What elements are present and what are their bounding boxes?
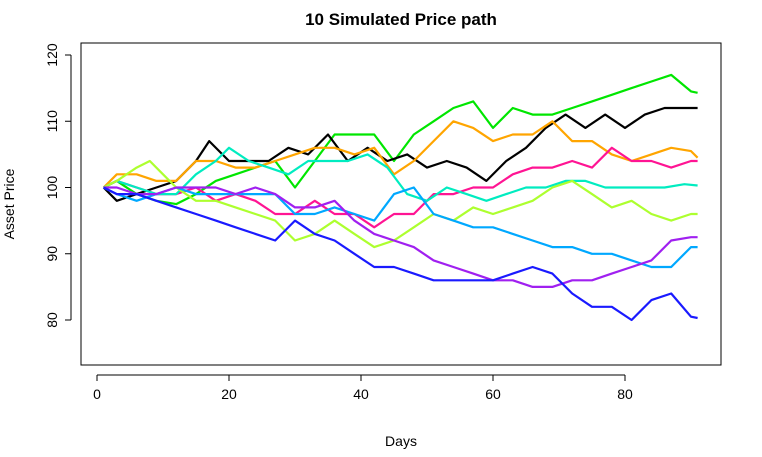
y-axis: 80 90 100 110 120 xyxy=(44,43,72,328)
series-line-9 xyxy=(103,186,698,322)
y-tick-label: 80 xyxy=(44,312,60,328)
series-line-8 xyxy=(103,186,698,288)
series-layer xyxy=(102,73,699,322)
series-line-7 xyxy=(103,186,698,269)
y-tick-label: 120 xyxy=(44,43,60,67)
y-tick-label: 90 xyxy=(44,246,60,262)
series-line-2 xyxy=(102,106,698,202)
x-tick-label: 0 xyxy=(93,386,101,402)
series-line-1 xyxy=(103,73,698,206)
x-tick-label: 20 xyxy=(221,386,237,402)
series-line-5 xyxy=(103,146,698,202)
y-tick-label: 110 xyxy=(44,110,60,133)
plot-frame xyxy=(80,42,722,366)
x-tick-label: 80 xyxy=(617,386,633,402)
x-axis: 0 20 40 60 80 xyxy=(93,374,633,402)
x-tick-label: 40 xyxy=(353,386,369,402)
y-tick-label: 100 xyxy=(44,176,60,200)
chart-title: 10 Simulated Price path xyxy=(305,10,497,29)
x-tick-label: 60 xyxy=(485,386,501,402)
series-line-4 xyxy=(103,146,698,229)
y-axis-label: Asset Price xyxy=(1,168,17,239)
series-line-6 xyxy=(103,159,698,249)
x-axis-label: Days xyxy=(385,433,417,449)
